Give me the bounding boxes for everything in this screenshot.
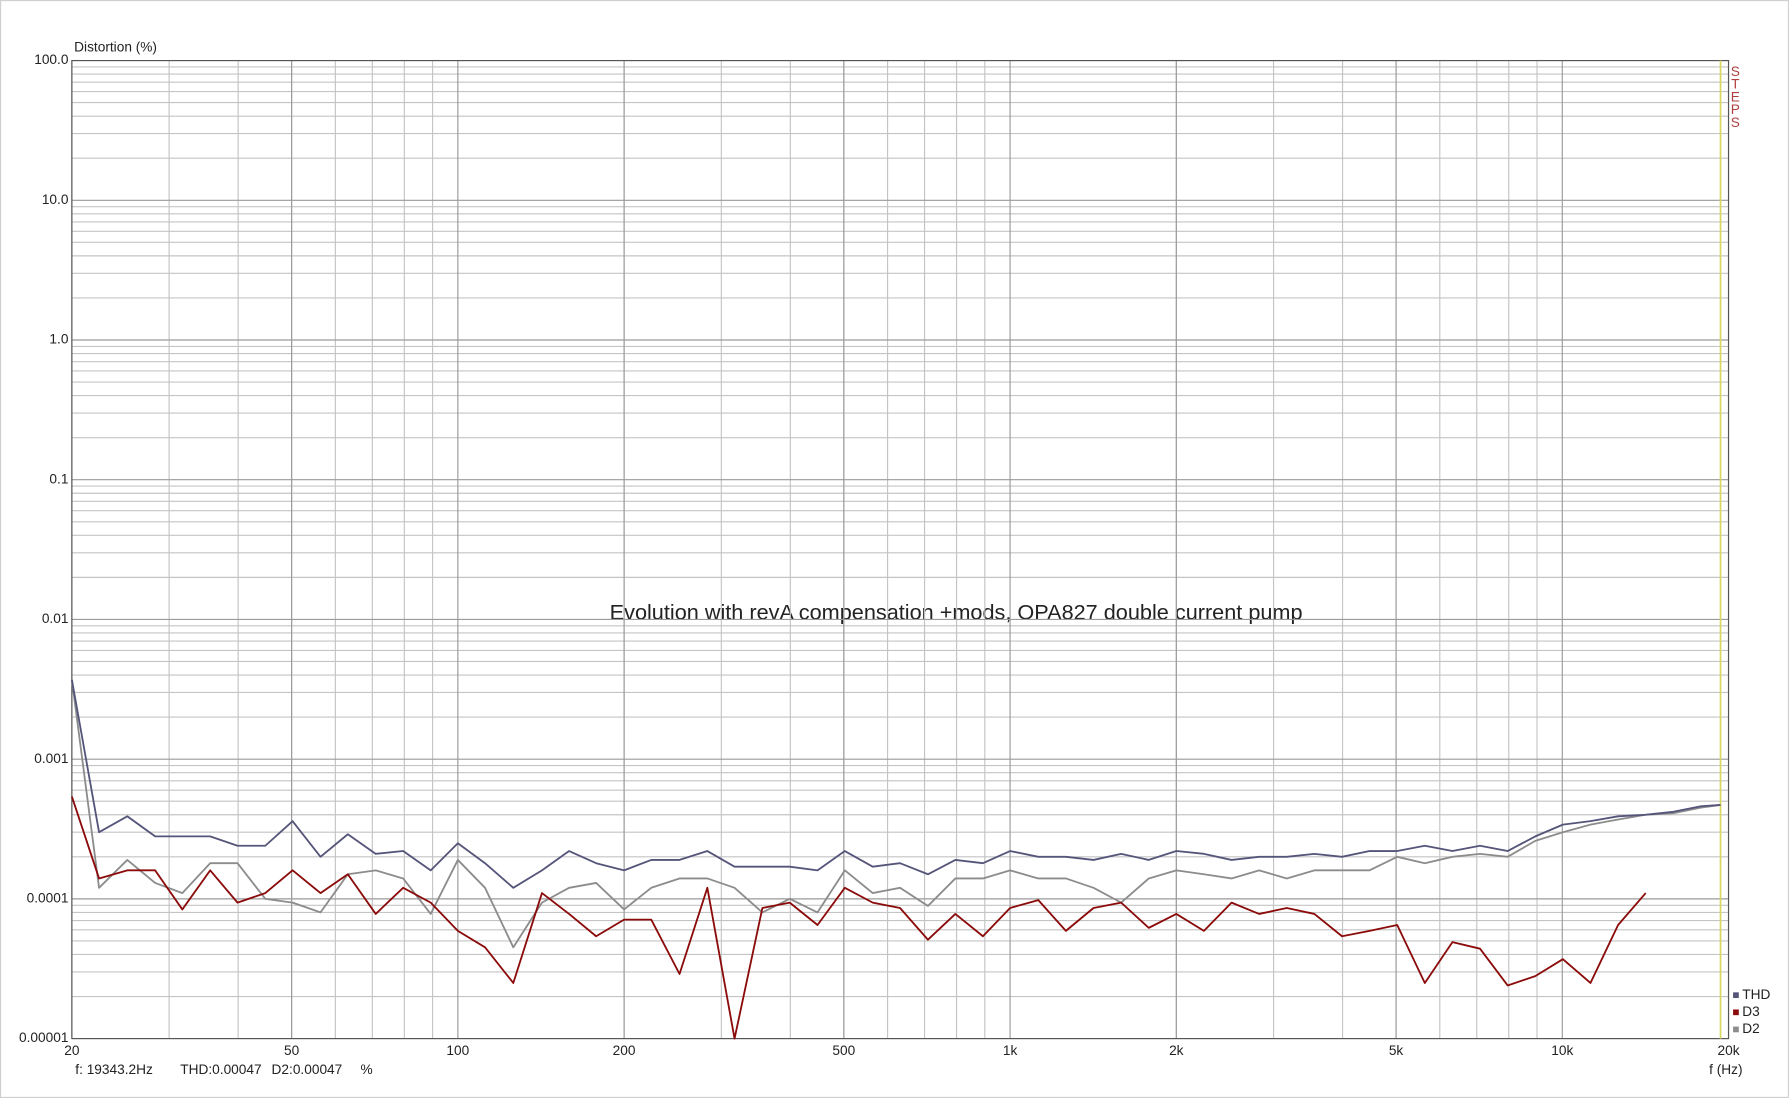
x-tick-label: 50: [284, 1043, 300, 1058]
y-tick-label: 0.1: [49, 471, 68, 486]
y-tick-label: 0.0001: [27, 890, 69, 905]
x-tick-label: 2k: [1169, 1043, 1184, 1058]
cursor-label: f: 19343.2Hz: [75, 1062, 153, 1077]
legend-swatch: [1733, 992, 1739, 999]
cursor-readout: THD:0.00047: [180, 1062, 261, 1077]
x-axis-label: f (Hz): [1709, 1062, 1742, 1077]
y-tick-label: 0.01: [42, 611, 69, 626]
cursor-readout: %: [361, 1062, 373, 1077]
legend-label: THD: [1742, 987, 1770, 1002]
series-line: [70, 679, 1721, 889]
cursor-readout: D2:0.00047: [272, 1062, 343, 1077]
legend-label: D3: [1742, 1004, 1760, 1019]
x-tick-label: 10k: [1551, 1043, 1573, 1058]
legend-swatch: [1733, 1026, 1739, 1033]
series-line: [71, 796, 1647, 1040]
y-tick-label: 0.00001: [19, 1030, 68, 1045]
legend-label: D2: [1742, 1021, 1759, 1036]
legend-swatch: [1733, 1009, 1739, 1016]
marker-label: STEPS: [1728, 64, 1743, 128]
x-tick-label: 20k: [1717, 1043, 1739, 1058]
x-tick-label: 5k: [1389, 1043, 1404, 1058]
x-tick-label: 20: [64, 1043, 80, 1058]
y-tick-label: 100.0: [34, 52, 69, 67]
y-tick-label: 1.0: [49, 332, 68, 347]
x-tick-label: 500: [832, 1043, 855, 1058]
x-tick-label: 100: [446, 1043, 469, 1058]
x-tick-label: 200: [613, 1043, 636, 1058]
y-tick-label: 0.001: [34, 751, 68, 766]
x-tick-label: 1k: [1003, 1043, 1018, 1058]
y-tick-label: 10.0: [42, 192, 69, 207]
plot-frame: [71, 59, 1730, 1040]
y-axis-label: Distortion (%): [74, 40, 157, 55]
